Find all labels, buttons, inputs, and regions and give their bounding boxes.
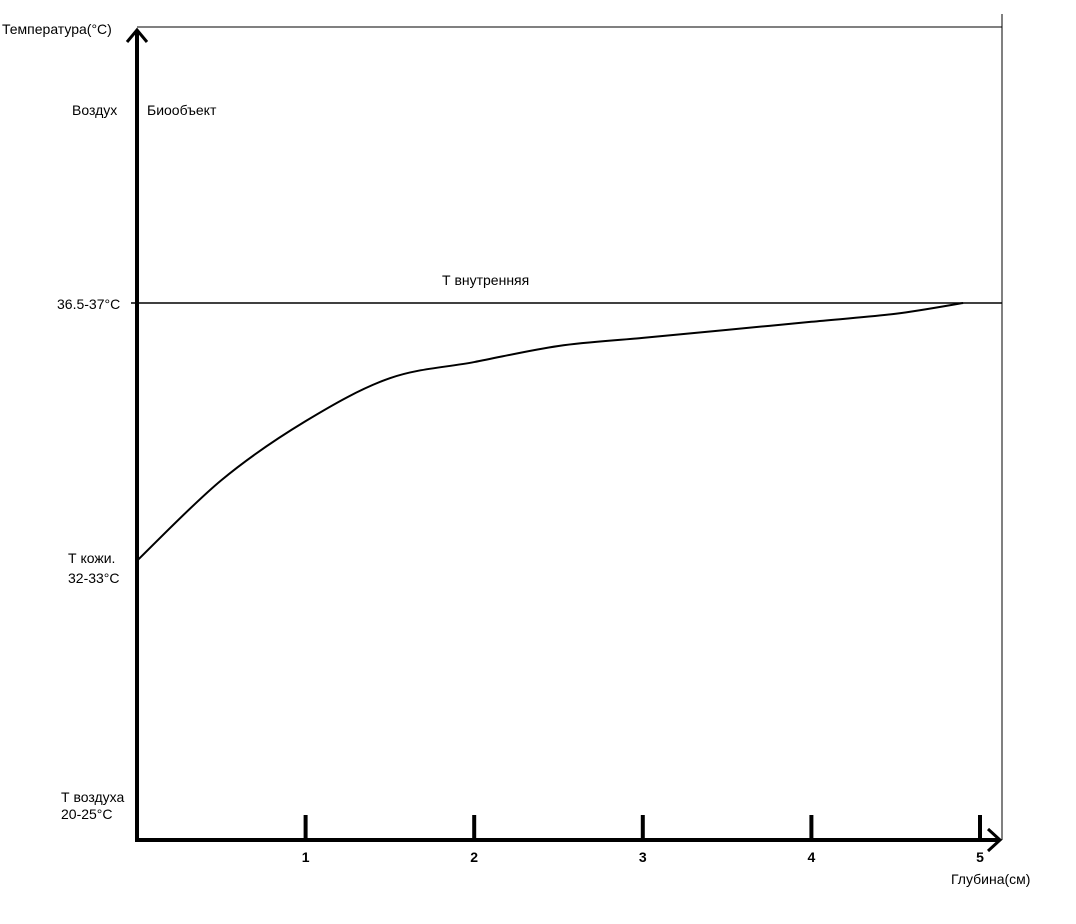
- y-label-skin-1: Т кожи.: [68, 550, 115, 566]
- x-axis-arrow: [986, 827, 1003, 853]
- temperature-curve: [136, 302, 964, 562]
- y-label-air-2: 20-25°C: [61, 806, 113, 822]
- y-label-core: 36.5-37°C: [57, 296, 120, 312]
- region-label-body: Биообъект: [147, 102, 217, 118]
- x-tick-label-3: 3: [639, 849, 647, 865]
- x-tick-label-5: 5: [976, 849, 984, 865]
- y-label-skin-2: 32-33°C: [68, 570, 120, 586]
- x-axis-label: Глубина(см): [951, 871, 1030, 887]
- x-tick-label-1: 1: [302, 849, 310, 865]
- x-tick-label-2: 2: [470, 849, 478, 865]
- y-axis-label: Температура(°C): [2, 21, 112, 37]
- y-axis-arrow: [125, 27, 149, 43]
- reference-line-label: Т внутренняя: [442, 272, 529, 288]
- region-label-air: Воздух: [72, 102, 117, 118]
- x-tick-label-4: 4: [808, 849, 816, 865]
- x-ticks: 1 2 3 4 5: [302, 815, 984, 865]
- y-label-air-1: Т воздуха: [61, 789, 124, 805]
